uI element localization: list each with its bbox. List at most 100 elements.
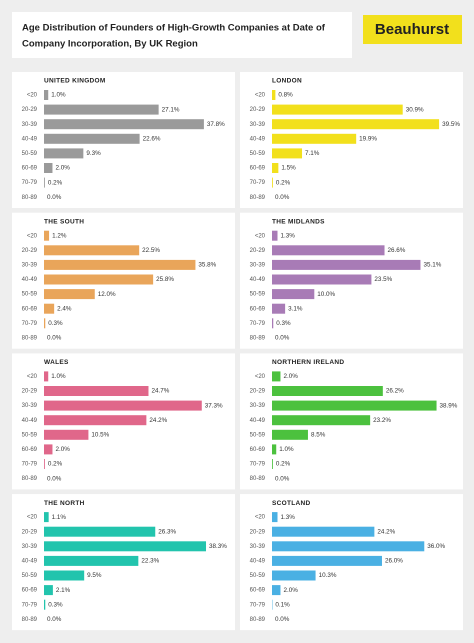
bar: [44, 90, 49, 100]
category-label: 70-79: [250, 602, 266, 608]
value-label: 1.2%: [52, 232, 67, 239]
value-label: 1.0%: [51, 92, 66, 99]
category-label: <20: [27, 515, 38, 521]
value-label: 3.1%: [288, 305, 303, 312]
bar: [44, 541, 207, 552]
category-label: 50-59: [22, 432, 38, 438]
category-label: 30-39: [250, 262, 266, 268]
value-label: 0.0%: [275, 475, 290, 482]
value-label: 38.3%: [209, 543, 227, 550]
value-label: 8.5%: [311, 431, 326, 438]
bar: [272, 163, 279, 173]
value-label: 27.1%: [162, 106, 180, 113]
category-label: 40-49: [22, 277, 38, 283]
category-label: 40-49: [250, 277, 266, 283]
value-label: 22.3%: [141, 558, 159, 565]
category-label: 50-59: [250, 573, 266, 579]
bar: [272, 526, 375, 537]
category-label: 40-49: [250, 418, 266, 424]
value-label: 2.0%: [283, 587, 298, 594]
bar: [44, 526, 156, 537]
category-label: 40-49: [22, 418, 38, 424]
bar: [44, 245, 140, 256]
category-label: 60-69: [22, 306, 38, 312]
category-label: 60-69: [250, 306, 266, 312]
bar: [44, 303, 55, 314]
value-label: 2.0%: [55, 165, 70, 172]
value-label: 0.0%: [47, 335, 62, 342]
bar: [44, 459, 45, 469]
bar: [44, 119, 204, 130]
category-label: 50-59: [250, 292, 266, 298]
header-title: Age Distribution of Founders of High-Gro…: [22, 23, 326, 34]
category-label: 30-39: [250, 122, 266, 128]
bar: [272, 104, 403, 115]
panel-title: SCOTLAND: [272, 500, 311, 507]
category-label: <20: [255, 233, 266, 239]
category-label: 30-39: [250, 403, 266, 409]
bar: [272, 415, 371, 426]
value-label: 2.4%: [57, 305, 72, 312]
category-label: 40-49: [250, 558, 266, 564]
bar: [44, 570, 85, 581]
category-label: 20-29: [22, 107, 38, 113]
category-label: 50-59: [22, 151, 38, 157]
bar: [44, 230, 50, 241]
bar: [44, 371, 49, 382]
value-label: 26.0%: [385, 558, 403, 565]
value-label: 7.1%: [305, 150, 320, 157]
bar: [44, 163, 53, 173]
bar: [272, 274, 372, 285]
category-label: 80-89: [22, 617, 38, 623]
value-label: 24.2%: [377, 528, 395, 535]
value-label: 1.0%: [279, 446, 294, 453]
category-label: 20-29: [250, 529, 266, 535]
panel-title: THE MIDLANDS: [272, 218, 325, 225]
bar: [272, 459, 273, 469]
bar: [272, 119, 440, 130]
panel-title: NORTHERN IRELAND: [272, 359, 344, 366]
category-label: 50-59: [22, 292, 38, 298]
bar: [272, 585, 281, 596]
category-label: <20: [27, 93, 38, 99]
value-label: 23.5%: [374, 276, 392, 283]
category-label: 60-69: [250, 166, 266, 172]
value-label: 25.8%: [156, 276, 174, 283]
bar: [44, 177, 45, 188]
value-label: 0.0%: [47, 616, 62, 623]
bar: [272, 570, 316, 581]
panel-title: THE SOUTH: [44, 218, 84, 225]
bar: [44, 289, 95, 300]
category-label: 80-89: [250, 617, 266, 623]
category-label: 80-89: [250, 476, 266, 482]
value-label: 1.1%: [52, 514, 67, 521]
value-label: 10.3%: [319, 572, 337, 579]
category-label: 60-69: [22, 166, 38, 172]
value-label: 36.0%: [427, 543, 445, 550]
value-label: 2.0%: [55, 446, 70, 453]
bar: [44, 133, 140, 144]
category-label: 80-89: [22, 476, 38, 482]
value-label: 38.9%: [440, 402, 458, 409]
value-label: 1.0%: [51, 373, 66, 380]
value-label: 23.2%: [373, 417, 391, 424]
value-label: 0.3%: [48, 320, 63, 327]
value-label: 30.9%: [406, 106, 424, 113]
value-label: 26.6%: [388, 247, 406, 254]
bar: [272, 371, 281, 382]
value-label: 0.2%: [276, 179, 291, 186]
category-label: 60-69: [22, 447, 38, 453]
value-label: 19.9%: [359, 135, 377, 142]
value-label: 26.3%: [158, 528, 176, 535]
value-label: 37.8%: [207, 121, 225, 128]
bar: [272, 555, 382, 566]
category-label: <20: [255, 515, 266, 521]
value-label: 26.2%: [386, 388, 404, 395]
category-label: 50-59: [250, 432, 266, 438]
value-label: 1.3%: [280, 232, 295, 239]
category-label: 20-29: [22, 248, 38, 254]
bar: [44, 555, 139, 566]
category-label: 70-79: [22, 180, 38, 186]
bar: [272, 230, 278, 241]
bar: [44, 585, 53, 596]
